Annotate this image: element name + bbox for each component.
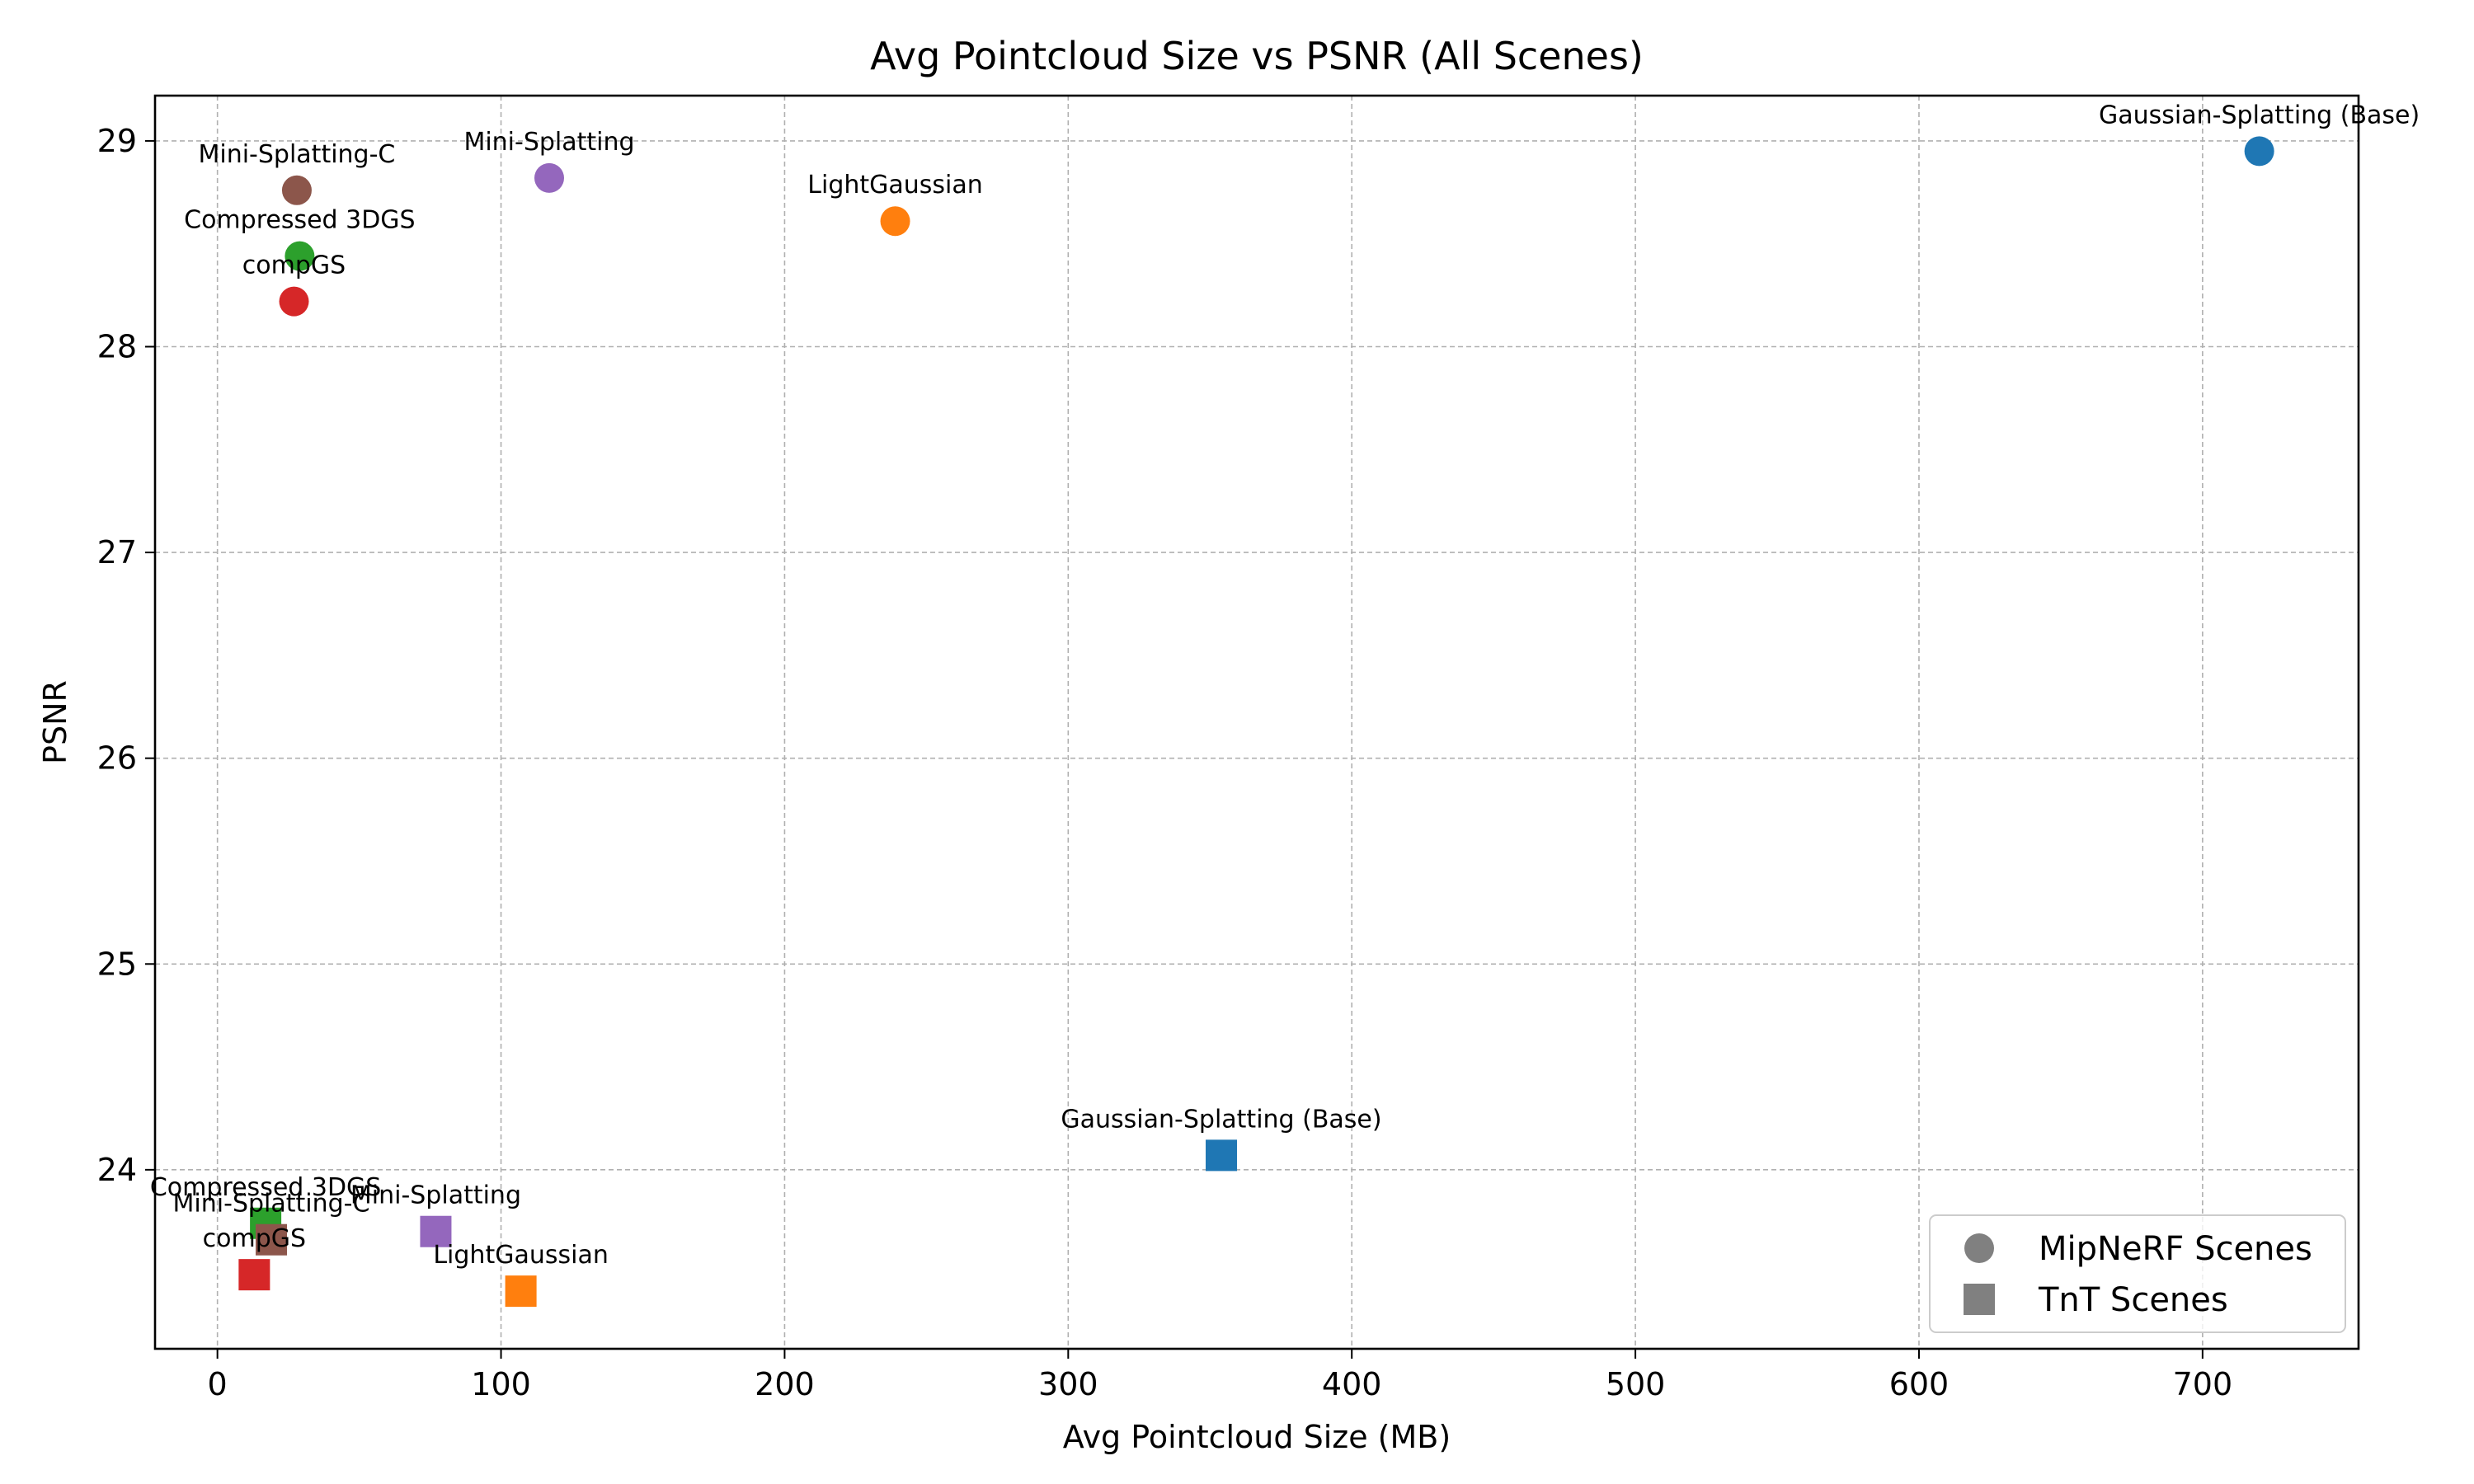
y-tick-label: 26 [97, 740, 137, 777]
point-mini-splatting-mipnerf [534, 162, 565, 193]
chart-title: Avg Pointcloud Size vs PSNR (All Scenes) [870, 34, 1644, 78]
legend-label-mipnerf-scenes: MipNeRF Scenes [2039, 1230, 2312, 1268]
point-lightgaussian-tnt [505, 1275, 537, 1308]
point-label: Mini-Splatting [350, 1181, 521, 1210]
point-lightgaussian-mipnerf [880, 206, 910, 237]
x-tick-label: 600 [1889, 1366, 1950, 1402]
point-label: LightGaussian [433, 1241, 609, 1270]
y-tick-label: 25 [97, 946, 137, 982]
point-label: Mini-Splatting-C [173, 1190, 370, 1219]
point-mini-splatting-c-tnt [255, 1223, 287, 1256]
point-label: Mini-Splatting [463, 128, 634, 157]
point-labels-layer: Gaussian-Splatting (Base) LightGaussian Co… [150, 101, 2420, 1270]
marks-layer [238, 136, 2274, 1308]
point-compgs-tnt [238, 1259, 270, 1291]
point-gaussian-splatting-base-tnt [1206, 1139, 1238, 1172]
point-label: Compressed 3DGS [150, 1173, 381, 1202]
point-label: compGS [242, 251, 346, 280]
point-label: Mini-Splatting-C [198, 140, 395, 169]
legend-label-tnt-scenes: TnT Scenes [2038, 1281, 2228, 1319]
point-label: LightGaussian [807, 171, 983, 200]
point-compgs-mipnerf [279, 286, 309, 317]
legend-box [1929, 1214, 2346, 1333]
legend: MipNeRF Scenes TnT Scenes [1929, 1214, 2346, 1333]
point-label: compGS [203, 1224, 306, 1253]
x-tick-label: 500 [1606, 1366, 1666, 1402]
x-tick-label: 300 [1038, 1366, 1098, 1402]
x-axis-title: Avg Pointcloud Size (MB) [1063, 1419, 1451, 1455]
point-gaussian-splatting-base-mipnerf [2244, 136, 2274, 167]
point-mini-splatting-tnt [420, 1215, 452, 1247]
point-label: Compressed 3DGS [184, 206, 415, 235]
x-tick-label: 100 [471, 1366, 531, 1402]
point-label: Gaussian-Splatting (Base) [1061, 1105, 1381, 1134]
point-mini-splatting-c-mipnerf [281, 175, 312, 205]
y-tick-label: 28 [97, 328, 137, 364]
x-tick-label: 400 [1322, 1366, 1382, 1402]
point-compressed-3dgs-mipnerf [285, 241, 315, 271]
x-tick-label: 0 [208, 1366, 228, 1402]
y-tick-label: 29 [97, 123, 137, 159]
y-axis-title: PSNR [37, 680, 73, 764]
legend-circle-icon [1964, 1233, 1994, 1263]
ticks-layer: 0 100 200 300 400 500 600 700 24 25 26 27 28 29 [97, 123, 2232, 1402]
x-tick-label: 200 [755, 1366, 815, 1402]
plot-area-frame [153, 94, 2360, 1350]
x-tick-label: 700 [2173, 1366, 2233, 1402]
legend-square-icon [1964, 1284, 1995, 1315]
grid-layer [155, 96, 2359, 1349]
point-label: Gaussian-Splatting (Base) [2099, 101, 2420, 129]
y-tick-label: 24 [97, 1152, 137, 1188]
y-tick-label: 27 [97, 534, 137, 571]
